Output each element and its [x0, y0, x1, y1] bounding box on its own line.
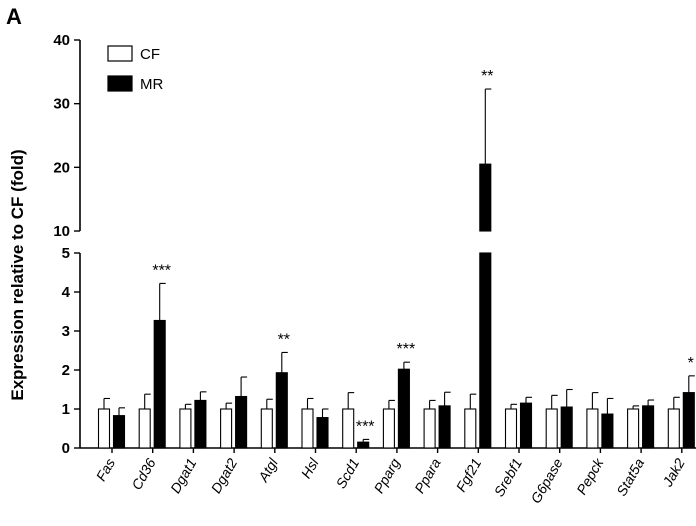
bar-cf [220, 408, 233, 449]
x-category-label: Srebf1 [491, 456, 525, 500]
bar-cf [667, 408, 680, 449]
bar-cf [179, 408, 192, 449]
bar-cf [97, 408, 111, 449]
bar-mr [479, 252, 492, 449]
bar-mr [682, 392, 695, 449]
legend-label-mr: MR [140, 76, 163, 93]
legend-label-cf: CF [140, 46, 160, 63]
bar-cf [423, 408, 436, 449]
x-category-label: Fgf21 [453, 456, 485, 495]
bar-mr [153, 319, 166, 449]
legend: CF MR [107, 45, 163, 93]
significance-label: ** [278, 331, 290, 348]
y-tick-label: 10 [53, 223, 70, 240]
significance-label: ** [481, 68, 493, 85]
x-category-label: Atgl [254, 455, 281, 486]
significance-label: *** [152, 262, 171, 279]
x-category-label: Fas [93, 456, 119, 484]
bar-cf [627, 408, 640, 449]
x-category-label: Stat5a [613, 455, 647, 498]
bar-mr [519, 402, 533, 449]
x-category-label: Scd1 [332, 456, 362, 492]
significance-label: *** [356, 418, 375, 435]
significance-label: *** [397, 341, 416, 358]
x-category-label: Hsl [298, 455, 322, 481]
bar-cf [138, 408, 151, 449]
bar-mr [316, 417, 329, 449]
bar-cf [545, 408, 558, 449]
bar-cf [260, 408, 273, 449]
bar-cf [301, 408, 314, 449]
bar-cf [504, 408, 518, 449]
bar-mr [397, 368, 410, 449]
bar-cf [342, 408, 355, 449]
x-category-label: Dgat2 [208, 455, 241, 496]
significance-label: * [688, 355, 694, 372]
bar-mr [235, 395, 248, 449]
y-tick-label: 1 [62, 401, 70, 418]
x-category-label: Jak2 [659, 455, 688, 490]
y-tick-label: 3 [62, 323, 70, 340]
bar-mr [601, 413, 614, 449]
x-category-label: Pparg [370, 455, 403, 496]
panel-label: A [6, 4, 22, 29]
y-tick-label: 30 [53, 96, 70, 113]
y-tick-label: 20 [53, 159, 70, 176]
bar-cf [586, 408, 599, 449]
bar-cf [464, 408, 477, 449]
bar-mr [275, 372, 288, 449]
y-tick-label: 40 [53, 32, 70, 49]
legend-swatch-mr [107, 75, 133, 92]
bar-mr [357, 441, 370, 449]
x-category-label: Pepck [573, 455, 607, 498]
bar-mr [194, 399, 207, 449]
bar-mr [642, 405, 655, 449]
x-category-label: Cd36 [128, 455, 159, 492]
y-tick-label: 2 [62, 362, 70, 379]
y-axis-label: Expression relative to CF (fold) [8, 149, 27, 400]
bar-mr [560, 406, 573, 449]
bar-cf [382, 408, 395, 449]
bar-mr-upper [479, 163, 492, 232]
x-category-label: G6pase [527, 455, 565, 506]
y-tick-label: 0 [62, 440, 70, 457]
bar-mr [112, 415, 126, 449]
bar-mr [438, 405, 451, 449]
legend-swatch-cf [107, 45, 133, 62]
y-tick-label: 4 [62, 284, 71, 301]
x-category-label: Dgat1 [167, 456, 200, 496]
x-category-label: Ppara [411, 455, 444, 496]
y-tick-label: 5 [62, 245, 70, 262]
